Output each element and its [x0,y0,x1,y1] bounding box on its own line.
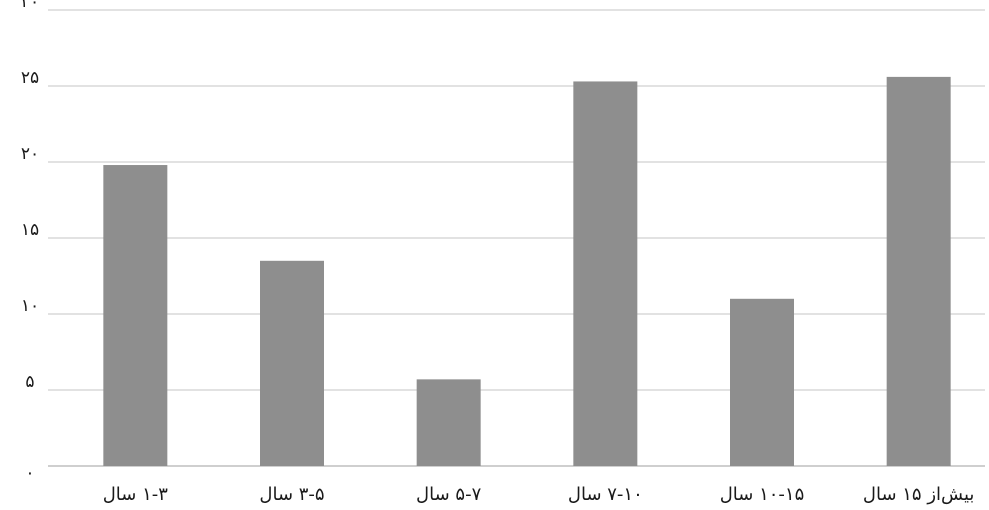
category-label: ۳-۵ سال [259,484,324,505]
gridlines [48,9,985,467]
y-tick-label: ۵ [25,372,34,392]
category-label: ۱۰-۱۵ سال [720,484,805,505]
y-axis-tick-labels: ۰ ۵ ۱۰ ۱۵ ۲۰ ۲۵ ۳۰ [21,0,39,483]
bar [103,165,168,467]
category-label: ۱-۳ سال [103,484,169,505]
bar [730,298,794,466]
x-axis-category-labels: ۱-۳ سال ۳-۵ سال ۵-۷ سال ۷-۱۰ سال ۱۰-۱۵ سال بی… [103,484,975,505]
y-tick-label: ۰ [25,463,34,483]
y-tick-label: ۱۵ [21,220,39,240]
bar [260,260,324,466]
category-label: ۷-۱۰ سال [568,484,643,505]
category-label: بیش‌از ۱۵ سال [863,484,975,505]
category-label: ۵-۷ سال [416,484,482,505]
y-tick-label: ۱۰ [21,296,39,316]
bar [886,76,951,466]
bar [416,379,481,466]
bars [103,76,951,467]
y-tick-label: ۲۵ [21,68,39,88]
y-tick-label: ۲۰ [21,144,39,164]
bar [573,81,638,466]
y-tick-label: ۳۰ [21,0,39,12]
